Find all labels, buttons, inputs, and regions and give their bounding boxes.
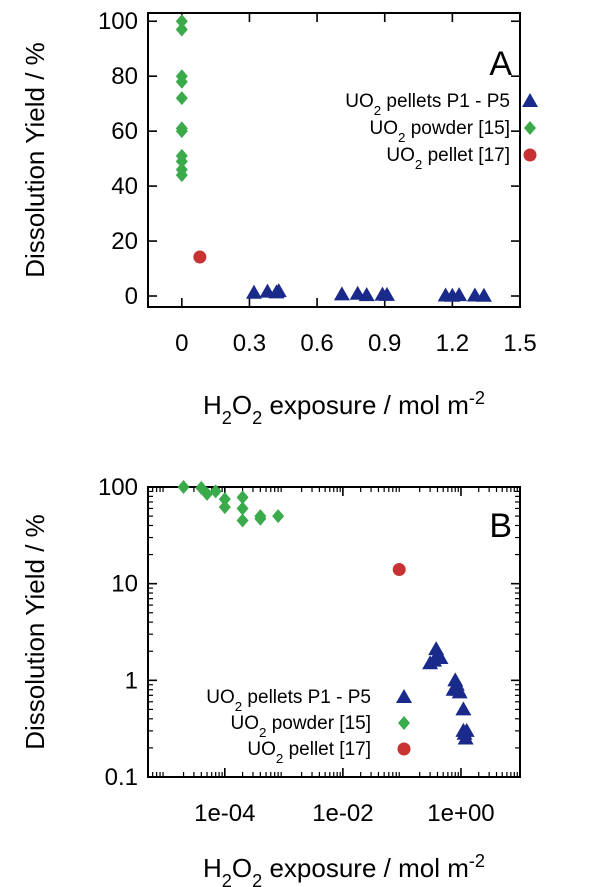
data-point [378,286,395,301]
legend-marker [398,716,410,730]
data-point [455,701,472,716]
data-point [193,250,207,264]
data-point [175,124,188,139]
x-axis-title: H2O2 exposure / mol m-2 [203,851,485,887]
y-tick-label: 20 [111,228,138,255]
legend-marker [397,742,411,756]
data-point [333,286,350,301]
legend-label: UO2 pellet [17] [386,145,510,172]
y-tick-label: 0.1 [105,764,138,791]
legend-label: UO2 powder [15] [231,713,371,740]
legend-marker [396,689,412,703]
y-tick-label: 80 [111,63,138,90]
y-tick-label: 0 [125,283,138,310]
data-point [175,14,188,29]
x-tick-label: 0.9 [368,330,401,357]
data-point [458,722,475,737]
y-tick-label: 10 [111,571,138,598]
legend-label: UO2 pellets P1 - P5 [206,687,371,714]
legend-marker [522,93,538,107]
data-point [451,684,468,699]
series-diamond [175,14,188,183]
legend-label: UO2 powder [15] [370,118,510,145]
x-tick-label: 1e-02 [312,800,373,827]
data-point [254,511,267,526]
data-point [270,283,287,298]
x-tick-label: 0 [175,330,188,357]
legend-marker [524,121,536,135]
x-tick-label: 1.2 [436,330,469,357]
data-point [236,513,249,528]
data-point [177,480,190,494]
panel-label: B [489,507,512,545]
y-tick-label: 100 [98,8,138,35]
series-circle [392,563,406,577]
panel-b: 1e-04 1e-02 1e+00 0.1 1 10 100 H2O2 exposure / … [20,474,521,887]
series-diamond [177,480,285,528]
x-axis-title: H2O2 exposure / mol m-2 [203,388,485,428]
legend-label: UO2 pellet [17] [247,739,371,766]
data-point [175,168,188,183]
panel-label: A [489,45,512,83]
x-tick-label: 1.5 [503,330,536,357]
data-point [175,91,188,106]
data-point [175,74,188,89]
series-triangle [422,641,475,745]
legend-label: UO2 pellets P1 - P5 [345,91,510,118]
data-point [475,287,492,302]
y-tick-label: 40 [111,173,138,200]
data-point [457,730,474,745]
y-axis-title: Dissolution Yield / % [20,42,50,278]
series-circle [193,250,207,264]
plot-frame [147,12,521,308]
data-point [218,492,231,507]
data-point [236,490,249,505]
panel-a: 0 0.3 0.6 0.9 1.2 1.5 0 20 40 60 80 100 H2O2 exposur… [20,8,538,428]
y-tick-label: 100 [98,474,138,501]
x-tick-label: 1e-04 [194,800,255,827]
data-point [218,500,231,515]
data-point [392,563,406,577]
data-point [432,650,449,665]
x-tick-label: 1e+00 [427,800,494,827]
legend-marker [523,148,537,162]
data-point [209,484,222,499]
x-tick-label: 0.6 [300,330,333,357]
data-point [451,287,468,302]
data-point [201,486,214,501]
series-triangle [245,283,492,302]
data-point [272,509,285,524]
x-tick-label: 0.3 [233,330,266,357]
data-point [175,154,188,169]
data-point [236,501,249,516]
y-tick-label: 60 [111,118,138,145]
data-point [358,287,375,302]
data-point [175,22,188,37]
y-axis-title: Dissolution Yield / % [20,514,50,750]
y-tick-label: 1 [125,667,138,694]
data-point [245,284,262,299]
